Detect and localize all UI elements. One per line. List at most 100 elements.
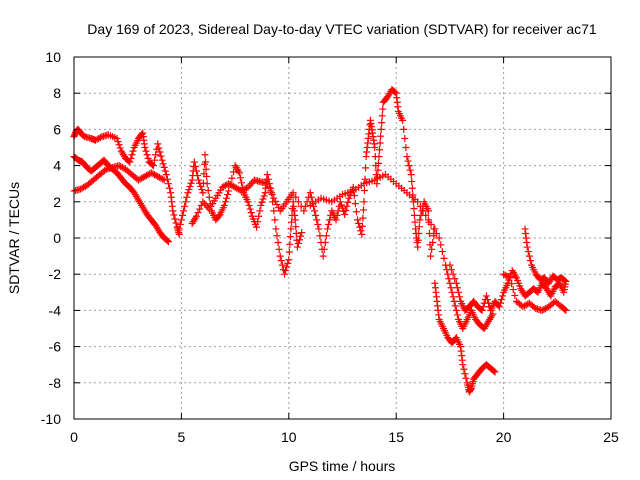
data-point [414,236,422,244]
data-point [221,198,229,206]
data-point [296,236,304,244]
data-point [323,225,331,233]
data-point [491,368,499,376]
data-point [499,292,507,300]
data-point [244,198,252,206]
data-point [190,158,198,166]
data-point [257,201,265,209]
data-point [337,201,345,209]
data-point [271,197,279,205]
x-axis-label: GPS time / hours [289,458,396,474]
data-point [161,167,169,175]
data-point [319,252,327,260]
data-point [264,175,272,183]
data-point [115,141,123,149]
y-tick-label: -6 [49,339,62,355]
data-point [294,239,302,247]
data-point [156,148,164,156]
data-point [452,306,460,314]
data-point [258,198,266,206]
data-point [406,166,414,174]
data-point [291,216,299,224]
data-point [430,225,438,233]
y-tick-label: -2 [49,266,62,282]
data-point [410,205,418,213]
y-tick-label: 6 [53,121,61,137]
data-point [203,180,211,188]
data-point [482,292,490,300]
data-point [352,208,360,216]
data-point [312,211,320,219]
data-point [378,112,386,120]
data-point [177,216,185,224]
data-point [267,187,275,195]
data-point [371,144,379,151]
data-point [490,367,498,375]
data-point [508,280,516,288]
data-point [432,229,440,237]
data-point [358,222,366,230]
data-point [215,212,223,220]
data-point [298,229,306,237]
data-point [148,161,156,169]
y-axis-label: SDTVAR / TECUs [6,182,22,294]
data-point [414,243,422,251]
data-point [254,218,262,226]
x-tick-label: 0 [70,429,78,445]
data-point [333,211,341,219]
data-point [415,223,423,231]
data-point [277,257,285,265]
data-point [200,200,208,208]
data-point [175,225,183,233]
data-point [316,232,324,240]
data-point [414,198,422,206]
data-point [180,207,188,215]
x-tick-label: 25 [603,429,619,445]
data-point [360,198,368,206]
data-point [199,189,207,197]
data-point [255,212,263,220]
data-point [178,211,186,219]
data-point [403,153,411,161]
data-point [541,305,549,313]
y-tick-label: -8 [49,375,62,391]
data-point [129,147,137,155]
data-points [70,86,570,396]
data-point [196,205,204,213]
data-point [523,243,531,251]
data-point [361,186,369,194]
data-point [410,211,418,219]
data-point [313,216,321,224]
data-point [438,248,446,256]
data-point [194,209,202,217]
data-point [126,158,134,166]
data-point [483,296,491,304]
data-point [402,144,410,151]
data-point [456,293,464,301]
data-point [247,209,255,217]
x-tick-label: 15 [388,429,404,445]
data-point [408,177,416,185]
y-tick-label: 4 [53,158,61,174]
data-point [445,275,453,283]
data-point [192,212,200,220]
data-point [151,156,159,164]
data-point [163,237,171,245]
data-point [152,151,160,159]
data-point [273,232,281,240]
data-point [452,279,460,287]
data-point [142,147,150,155]
data-point [311,207,319,215]
data-point [321,239,329,247]
data-point [342,206,350,214]
data-point [238,179,246,187]
data-point [341,210,349,218]
data-point [504,273,512,281]
data-point [114,138,122,146]
data-point [287,225,295,233]
x-tick-label: 20 [496,429,512,445]
data-point [224,191,232,199]
data-point [306,189,314,197]
data-point [361,175,369,183]
data-point [165,238,173,246]
